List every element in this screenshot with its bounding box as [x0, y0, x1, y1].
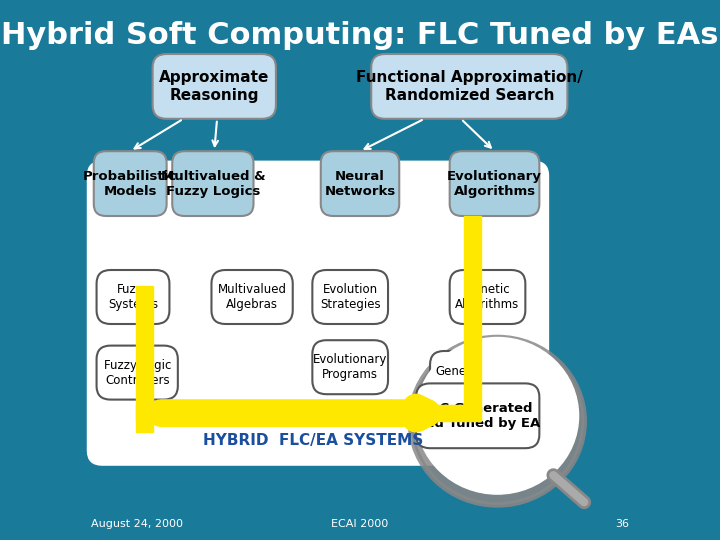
FancyBboxPatch shape [372, 54, 567, 119]
Text: ECAI 2000: ECAI 2000 [331, 519, 389, 529]
Text: Fuzzy Logic
Controllers: Fuzzy Logic Controllers [104, 359, 171, 387]
Text: Hybrid Soft Computing: FLC Tuned by EAs: Hybrid Soft Computing: FLC Tuned by EAs [1, 21, 719, 50]
Text: Multivalued
Algebras: Multivalued Algebras [217, 283, 287, 311]
Text: Evolutionary
Programs: Evolutionary Programs [313, 353, 387, 381]
Text: Neural
Networks: Neural Networks [325, 170, 395, 198]
Text: 36: 36 [615, 519, 629, 529]
FancyBboxPatch shape [96, 346, 178, 400]
Text: Fuzzy
Systems: Fuzzy Systems [108, 283, 158, 311]
FancyBboxPatch shape [88, 162, 548, 464]
Text: Genetic: Genetic [436, 364, 481, 378]
FancyBboxPatch shape [172, 151, 253, 216]
Text: Multivalued &
Fuzzy Logics: Multivalued & Fuzzy Logics [161, 170, 265, 198]
Circle shape [416, 338, 579, 494]
FancyBboxPatch shape [94, 151, 166, 216]
Text: HYBRID  FLC/EA SYSTEMS: HYBRID FLC/EA SYSTEMS [203, 433, 423, 448]
Bar [464, 216, 480, 421]
FancyBboxPatch shape [321, 151, 399, 216]
FancyBboxPatch shape [450, 270, 526, 324]
Circle shape [410, 338, 584, 505]
Text: Genetic
Algorithms: Genetic Algorithms [455, 283, 520, 311]
FancyBboxPatch shape [312, 340, 388, 394]
FancyBboxPatch shape [312, 270, 388, 324]
Text: Approximate
Reasoning: Approximate Reasoning [159, 70, 269, 103]
Text: FLC Generated
and Tuned by EA: FLC Generated and Tuned by EA [415, 402, 540, 430]
FancyBboxPatch shape [430, 351, 486, 392]
FancyBboxPatch shape [212, 270, 293, 324]
Text: Evolutionary
Algorithms: Evolutionary Algorithms [447, 170, 542, 198]
Text: August 24, 2000: August 24, 2000 [91, 519, 183, 529]
FancyBboxPatch shape [416, 383, 539, 448]
Text: Functional Approximation/
Randomized Search: Functional Approximation/ Randomized Sea… [356, 70, 582, 103]
FancyBboxPatch shape [153, 54, 276, 119]
FancyBboxPatch shape [96, 270, 169, 324]
Text: Probabilistic
Models: Probabilistic Models [83, 170, 177, 198]
Text: Evolution
Strategies: Evolution Strategies [320, 283, 380, 311]
Bar [136, 405, 464, 421]
FancyBboxPatch shape [450, 151, 539, 216]
Bar [136, 286, 153, 432]
